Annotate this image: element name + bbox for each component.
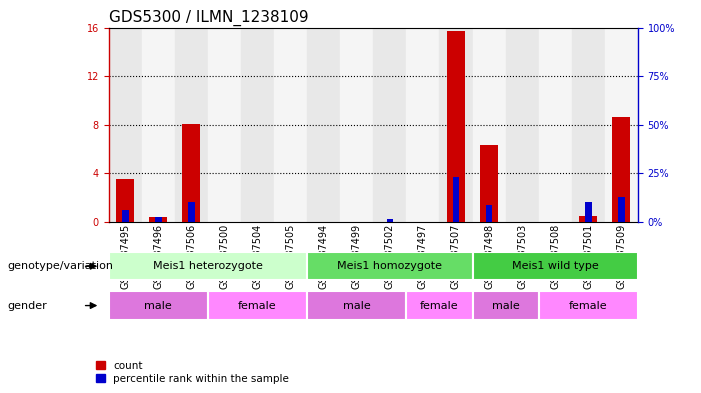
Bar: [472, 252, 638, 281]
Text: Meis1 heterozygote: Meis1 heterozygote: [153, 261, 263, 271]
Bar: [109, 292, 208, 320]
Bar: [407, 28, 440, 222]
Bar: [188, 202, 195, 222]
Text: male: male: [144, 301, 172, 310]
Bar: [122, 210, 128, 222]
Bar: [472, 292, 538, 320]
Text: GDS5300 / ILMN_1238109: GDS5300 / ILMN_1238109: [109, 10, 308, 26]
Bar: [208, 292, 307, 320]
Bar: [386, 219, 393, 222]
Bar: [307, 28, 340, 222]
Text: genotype/variation: genotype/variation: [7, 261, 113, 271]
Bar: [307, 252, 472, 281]
Bar: [538, 28, 572, 222]
Text: Meis1 homozygote: Meis1 homozygote: [337, 261, 442, 271]
Bar: [182, 123, 200, 222]
Bar: [109, 28, 142, 222]
Legend: count, percentile rank within the sample: count, percentile rank within the sample: [96, 361, 289, 384]
Bar: [480, 145, 498, 222]
Bar: [241, 28, 274, 222]
Bar: [486, 204, 492, 222]
Bar: [274, 28, 307, 222]
Bar: [579, 216, 597, 222]
Text: Meis1 wild type: Meis1 wild type: [512, 261, 599, 271]
Bar: [307, 292, 407, 320]
Bar: [109, 252, 307, 281]
Bar: [116, 180, 135, 222]
Bar: [585, 202, 592, 222]
Bar: [149, 217, 168, 222]
Bar: [208, 28, 241, 222]
Bar: [175, 28, 208, 222]
Bar: [618, 197, 625, 222]
Bar: [407, 292, 472, 320]
Bar: [447, 31, 465, 222]
Bar: [374, 28, 407, 222]
Bar: [440, 28, 472, 222]
Text: male: male: [343, 301, 371, 310]
Bar: [472, 28, 505, 222]
Bar: [505, 28, 538, 222]
Text: male: male: [491, 301, 519, 310]
Bar: [453, 177, 459, 222]
Bar: [572, 28, 605, 222]
Bar: [155, 217, 161, 222]
Bar: [612, 118, 630, 222]
Bar: [340, 28, 373, 222]
Text: female: female: [238, 301, 277, 310]
Bar: [142, 28, 175, 222]
Bar: [538, 292, 638, 320]
Text: female: female: [420, 301, 458, 310]
Text: gender: gender: [7, 301, 47, 310]
Text: female: female: [569, 301, 608, 310]
Bar: [605, 28, 638, 222]
